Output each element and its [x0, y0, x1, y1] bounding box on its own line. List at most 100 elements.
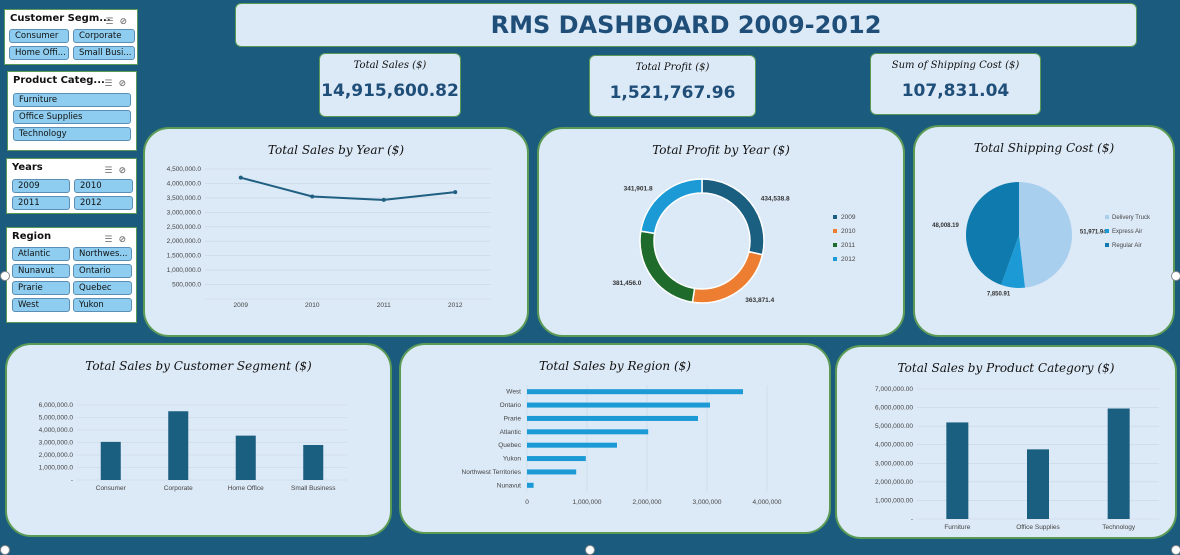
slicer-item-corporate[interactable]: Corporate	[73, 29, 135, 43]
legend-swatch	[1105, 229, 1109, 233]
x-tick-label: 2009	[234, 302, 249, 309]
y-tick-label: -	[71, 477, 73, 484]
slicer-item-home-office[interactable]: Home Offi...	[9, 46, 69, 60]
data-label: 363,871.4	[745, 297, 774, 304]
bar	[168, 411, 189, 480]
bar	[1107, 408, 1130, 519]
x-tick-label: Office Supplies	[1016, 524, 1060, 531]
y-tick-label: 1,000,000.00	[875, 497, 913, 504]
slicer-title: Region	[12, 231, 52, 242]
y-tick-label: 3,000,000.0	[39, 440, 74, 447]
y-tick-label: 3,000,000.00	[875, 460, 913, 467]
y-tick-label: 4,500,000.0	[167, 166, 202, 173]
y-tick-label: Atlantic	[500, 429, 522, 436]
slicer-item-atlantic[interactable]: Atlantic	[12, 247, 70, 261]
y-tick-label: 2,500,000.0	[167, 224, 202, 231]
resize-handle[interactable]	[0, 545, 10, 555]
y-tick-label: 4,000,000.0	[39, 427, 74, 434]
kpi-label: Sum of Shipping Cost ($)	[891, 60, 1020, 71]
slicer-title: Years	[12, 162, 43, 173]
x-tick-label: 3,000,000	[693, 499, 722, 506]
slicer-item-prarie[interactable]: Prarie	[12, 281, 70, 295]
data-point	[310, 194, 315, 199]
chart-title: Total Sales by Year ($)	[267, 143, 405, 157]
slicer-years: Years ☰⊘ 2009 2010 2011 2012	[6, 158, 137, 214]
x-tick-label: Consumer	[96, 485, 127, 492]
slicer-item-yukon[interactable]: Yukon	[73, 298, 132, 312]
dashboard-title: RMS DASHBOARD 2009-2012	[235, 3, 1137, 47]
multi-select-icon[interactable]: ☰	[104, 79, 119, 89]
legend-label: 2009	[841, 214, 856, 221]
y-tick-label: 5,000,000.0	[39, 415, 74, 422]
x-tick-label: 2,000,000	[633, 499, 662, 506]
bar	[527, 415, 698, 421]
slicer-item-northwest[interactable]: Northwes...	[73, 247, 132, 261]
kpi-label: Total Profit ($)	[635, 62, 710, 73]
donut-slice	[639, 178, 703, 235]
x-tick-label: Home Office	[228, 485, 264, 492]
clear-filter-icon[interactable]: ⊘	[118, 166, 132, 176]
y-tick-label: 4,000,000.0	[167, 180, 202, 187]
y-tick-label: Northwest Territories	[462, 469, 522, 476]
y-tick-label: -	[911, 516, 913, 523]
chart-sales-by-year: Total Sales by Year ($) 500,000.0 1,000,0…	[143, 127, 529, 337]
slicer-item-furniture[interactable]: Furniture	[13, 93, 131, 107]
slicer-item-nunavut[interactable]: Nunavut	[12, 264, 70, 278]
y-tick-label: 4,000,000.00	[875, 442, 913, 449]
multi-select-icon[interactable]: ☰	[104, 166, 119, 176]
resize-handle[interactable]	[585, 545, 595, 555]
chart-sales-by-region: Total Sales by Region ($) 0 1,000,000 2,00…	[399, 343, 831, 534]
data-label: 48,008.19	[932, 223, 959, 229]
x-tick-label: Small Business	[291, 485, 336, 492]
slicer-item-west[interactable]: West	[12, 298, 70, 312]
slicer-customer-segment: Customer Segm... ☰⊘ Consumer Corporate H…	[4, 9, 138, 65]
slicer-item-ontario[interactable]: Ontario	[73, 264, 132, 278]
kpi-shipping-cost: Sum of Shipping Cost ($) 107,831.04	[870, 53, 1041, 115]
slicer-item-2009[interactable]: 2009	[12, 179, 70, 193]
x-tick-label: Furniture	[944, 524, 970, 531]
resize-handle[interactable]	[1171, 271, 1180, 281]
clear-filter-icon[interactable]: ⊘	[118, 79, 132, 89]
slicer-item-2011[interactable]: 2011	[12, 196, 70, 210]
slicer-item-small-business[interactable]: Small Busi...	[73, 46, 135, 60]
chart-shipping-cost: Total Shipping Cost ($) 51,971.94 7,850.9…	[913, 125, 1175, 337]
kpi-value: 1,521,767.96	[609, 83, 736, 103]
slicer-item-consumer[interactable]: Consumer	[9, 29, 69, 43]
pie-slice	[966, 182, 1019, 285]
kpi-value: 14,915,600.82	[321, 81, 459, 101]
bar	[527, 429, 649, 435]
legend-swatch	[1105, 243, 1109, 247]
data-label: 381,456.0	[612, 280, 641, 287]
kpi-value: 107,831.04	[901, 81, 1010, 101]
resize-handle[interactable]	[0, 271, 10, 281]
y-tick-label: 7,000,000.00	[875, 386, 913, 393]
multi-select-icon[interactable]: ☰	[104, 235, 119, 245]
x-tick-label: 2012	[448, 302, 463, 309]
x-tick-label: 0	[525, 499, 529, 506]
y-tick-label: Yukon	[503, 456, 521, 463]
pie-slice	[1019, 182, 1073, 288]
data-point	[238, 175, 243, 180]
y-tick-label: 2,000,000.00	[875, 479, 913, 486]
bar	[100, 441, 121, 480]
data-label: 434,538.8	[761, 195, 790, 202]
resize-handle[interactable]	[1171, 545, 1180, 555]
series-line	[240, 176, 456, 201]
clear-filter-icon[interactable]: ⊘	[119, 17, 133, 27]
slicer-item-technology[interactable]: Technology	[13, 127, 131, 141]
chart-profit-by-year: Total Profit by Year ($) 434,538.8 363,87…	[537, 127, 905, 337]
bar	[303, 445, 324, 480]
data-point	[381, 197, 386, 202]
x-tick-label: Technology	[1102, 524, 1136, 531]
slicer-item-2012[interactable]: 2012	[74, 196, 133, 210]
legend-swatch	[833, 229, 837, 233]
slicer-item-quebec[interactable]: Quebec	[73, 281, 132, 295]
clear-filter-icon[interactable]: ⊘	[118, 235, 132, 245]
x-tick-label: Corporate	[164, 485, 193, 492]
y-tick-label: Prarie	[504, 415, 522, 422]
slicer-item-office-supplies[interactable]: Office Supplies	[13, 110, 131, 124]
slicer-item-2010[interactable]: 2010	[74, 179, 133, 193]
bar	[527, 389, 743, 395]
multi-select-icon[interactable]: ☰	[105, 17, 120, 27]
legend-swatch	[1105, 215, 1109, 219]
